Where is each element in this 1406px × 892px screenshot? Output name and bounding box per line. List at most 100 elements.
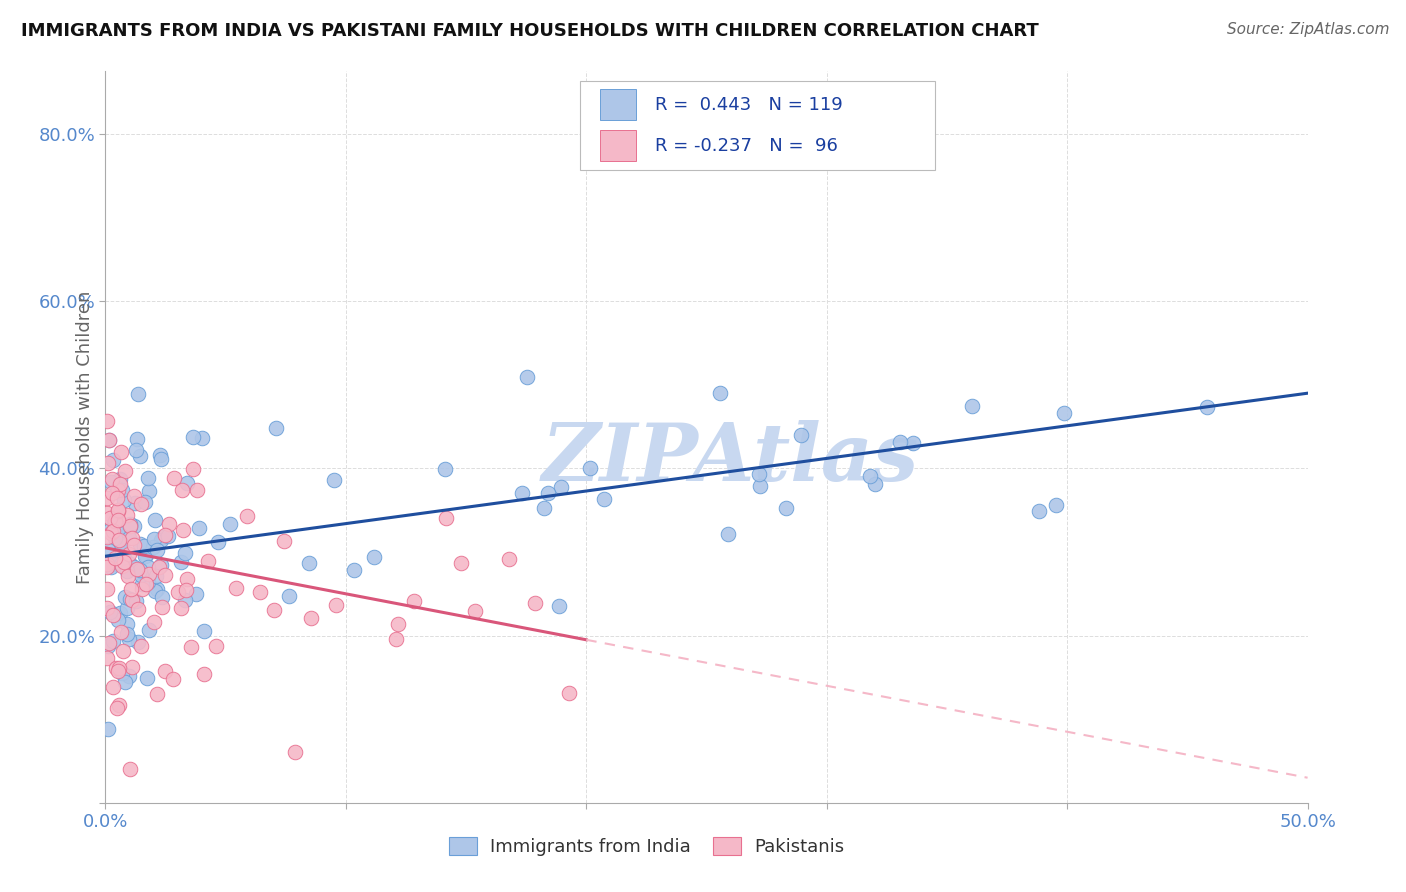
Text: IMMIGRANTS FROM INDIA VS PAKISTANI FAMILY HOUSEHOLDS WITH CHILDREN CORRELATION C: IMMIGRANTS FROM INDIA VS PAKISTANI FAMIL… <box>21 22 1039 40</box>
Point <box>343 563 366 577</box>
FancyBboxPatch shape <box>599 89 636 120</box>
Point <box>510 486 533 500</box>
Point <box>162 672 184 686</box>
Point <box>129 497 152 511</box>
Point <box>110 471 132 485</box>
Point <box>153 527 176 541</box>
Point <box>98 523 121 537</box>
Point <box>97 723 120 737</box>
Point <box>103 681 125 695</box>
Point <box>105 491 128 505</box>
Point <box>1045 498 1067 512</box>
Point <box>184 587 207 601</box>
Point <box>131 582 153 596</box>
Point <box>105 481 128 495</box>
Point <box>128 450 150 464</box>
Point <box>889 435 911 450</box>
Point <box>118 669 141 683</box>
Point <box>118 519 141 533</box>
Point <box>135 577 157 591</box>
Point <box>98 605 121 619</box>
Point <box>533 501 555 516</box>
Point <box>111 558 134 573</box>
Point <box>322 473 344 487</box>
Point <box>170 483 193 497</box>
Point <box>548 599 571 613</box>
Point <box>115 627 138 641</box>
Point <box>176 475 198 490</box>
Point <box>297 557 319 571</box>
Point <box>136 470 159 484</box>
Point <box>107 513 129 527</box>
Point <box>1195 400 1218 414</box>
Point <box>593 491 616 506</box>
Point <box>124 538 146 552</box>
Point <box>143 513 166 527</box>
Point <box>557 686 579 700</box>
Point <box>174 583 197 598</box>
Point <box>104 551 127 566</box>
FancyBboxPatch shape <box>599 130 636 161</box>
Point <box>145 568 167 582</box>
Point <box>104 531 127 545</box>
Point <box>188 521 211 535</box>
Point <box>96 601 118 615</box>
Point <box>107 504 129 518</box>
Point <box>103 558 125 572</box>
Point <box>516 370 538 384</box>
Point <box>104 514 127 528</box>
Point <box>450 556 472 570</box>
Point <box>138 483 160 498</box>
Point <box>207 534 229 549</box>
Point <box>170 601 193 615</box>
Point <box>145 583 167 598</box>
Point <box>118 762 141 776</box>
Point <box>197 554 219 568</box>
Point <box>284 745 307 759</box>
Point <box>135 548 157 562</box>
Point <box>155 568 177 582</box>
Point <box>129 568 152 582</box>
Point <box>101 607 124 622</box>
Point <box>170 555 193 569</box>
Text: ZIPAtlas: ZIPAtlas <box>541 420 920 498</box>
Point <box>273 533 295 548</box>
Point <box>112 555 135 569</box>
Point <box>174 593 197 607</box>
Point <box>117 508 139 522</box>
Point <box>1028 504 1050 518</box>
Point <box>219 516 242 531</box>
Point <box>127 432 149 446</box>
Point <box>111 536 134 550</box>
Point <box>325 598 347 612</box>
Point <box>135 671 157 685</box>
Point <box>960 399 983 413</box>
Y-axis label: Family Households with Children: Family Households with Children <box>76 291 94 583</box>
Point <box>299 611 322 625</box>
Point <box>387 616 409 631</box>
Point <box>104 661 127 675</box>
Point <box>111 522 134 536</box>
Point <box>97 456 120 470</box>
Point <box>789 428 811 442</box>
Point <box>129 563 152 577</box>
Point <box>277 589 299 603</box>
Point <box>537 486 560 500</box>
Legend: Immigrants from India, Pakistanis: Immigrants from India, Pakistanis <box>441 830 852 863</box>
Point <box>163 471 186 485</box>
Point <box>96 414 118 428</box>
Point <box>110 624 132 639</box>
Point <box>118 516 141 531</box>
Point <box>748 467 770 481</box>
Point <box>118 547 141 561</box>
Point <box>464 604 486 618</box>
Point <box>111 483 134 498</box>
Point <box>101 633 124 648</box>
Point <box>124 594 146 608</box>
Point <box>749 478 772 492</box>
Point <box>120 582 142 597</box>
Point <box>125 562 148 576</box>
Point <box>136 575 159 590</box>
Point <box>498 551 520 566</box>
Point <box>107 698 129 713</box>
